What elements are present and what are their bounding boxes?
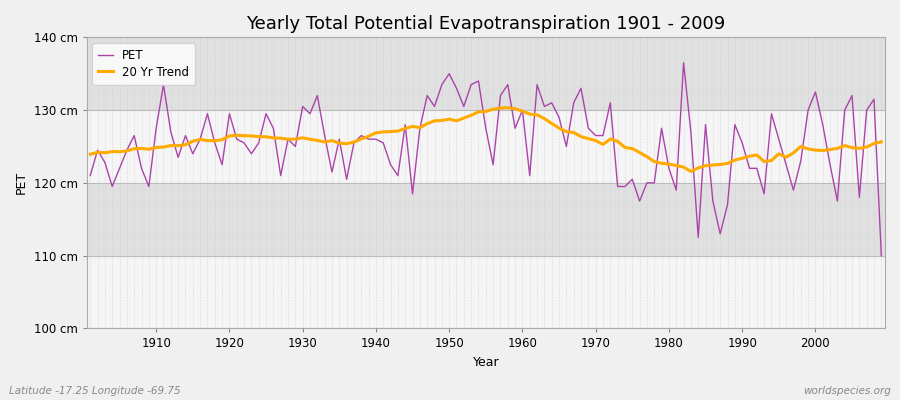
Text: worldspecies.org: worldspecies.org (803, 386, 891, 396)
20 Yr Trend (525, 112, 535, 116)
PET (85, 173, 95, 178)
20 Yr Trend (612, 139, 623, 144)
Bar (86, 183, 885, 256)
Legend: PET, 20 Yr Trend: PET, 20 Yr Trend (93, 43, 195, 84)
PET (605, 100, 616, 105)
Bar (86, 256, 885, 328)
20 Yr Trend (348, 140, 359, 144)
20 Yr Trend (502, 105, 513, 110)
20 Yr Trend (876, 140, 886, 144)
PET (876, 253, 886, 258)
PET (304, 111, 315, 116)
20 Yr Trend (304, 137, 315, 142)
Bar (86, 37, 885, 110)
Line: PET: PET (90, 63, 881, 256)
Bar (86, 110, 885, 183)
Title: Yearly Total Potential Evapotranspiration 1901 - 2009: Yearly Total Potential Evapotranspiratio… (247, 15, 725, 33)
PET (143, 184, 154, 189)
20 Yr Trend (143, 147, 154, 152)
PET (509, 126, 520, 131)
PET (679, 60, 689, 65)
Line: 20 Yr Trend: 20 Yr Trend (90, 108, 881, 172)
20 Yr Trend (517, 109, 527, 114)
Text: Latitude -17.25 Longitude -69.75: Latitude -17.25 Longitude -69.75 (9, 386, 181, 396)
PET (517, 108, 527, 112)
20 Yr Trend (686, 169, 697, 174)
PET (348, 140, 359, 145)
20 Yr Trend (85, 152, 95, 157)
X-axis label: Year: Year (472, 356, 500, 369)
Y-axis label: PET: PET (15, 171, 28, 194)
